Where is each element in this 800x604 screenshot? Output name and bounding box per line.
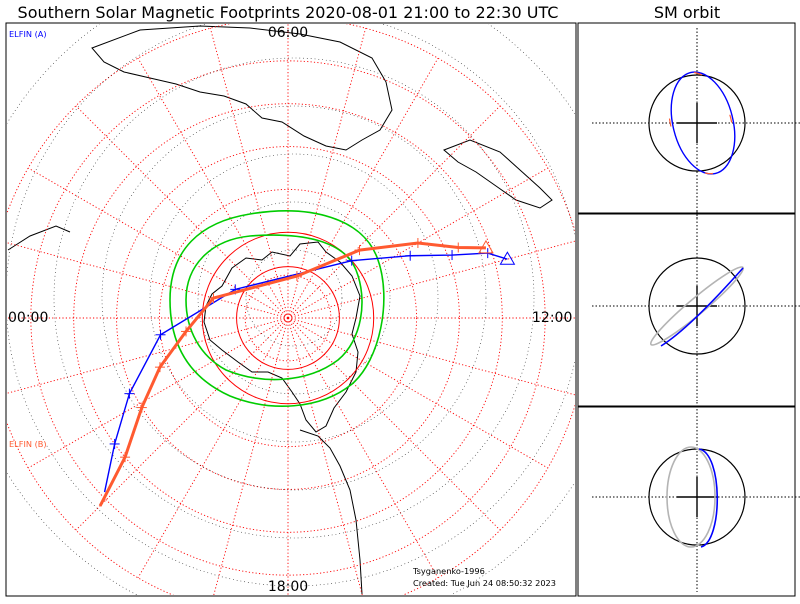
sm-lat-circle: [116, 146, 460, 490]
mlt-radial-line: [287, 317, 575, 396]
mlt-label-bottom: 18:00: [268, 579, 308, 595]
sm-lat-circle: [158, 188, 418, 448]
mlt-radial-line: [75, 105, 289, 319]
orbit-title: SM orbit: [654, 3, 720, 22]
mlt-radial-line: [287, 317, 363, 595]
orbit-panel-2: [592, 402, 800, 592]
island-outline: [7, 225, 71, 251]
elfin-a-tick-mark: [405, 250, 416, 261]
elfin-b-tick-mark: [120, 452, 131, 463]
earth-circle: [648, 74, 746, 172]
elfin-a-view-center-triangle: [499, 251, 516, 265]
elfin-a-orbit: [670, 71, 736, 175]
geo-lat-circle: [245, 249, 343, 347]
geo-lat-circle: [149, 153, 439, 443]
sm-latlon-grid: [7, 24, 575, 595]
created-timestamp: Created: Tue Jun 24 08:50:32 2023: [413, 578, 556, 588]
elfin-a-tick-mark: [447, 250, 458, 261]
orbit-panel-yz-frame: [577, 406, 796, 597]
new-zealand-outline: [443, 139, 553, 209]
elfin-b-view-center-triangle: [478, 239, 494, 254]
mlt-radial-line: [287, 317, 501, 531]
geo-lat-circle: [7, 24, 575, 587]
orbit-panel-xy-frame: [577, 213, 796, 407]
sm-lat-circle: [7, 24, 575, 595]
elfin-b-tick-mark: [354, 245, 365, 256]
elfin-a-orbit: [698, 448, 719, 548]
elfin-a-tick-mark: [155, 329, 166, 340]
mlt-radial-line: [75, 317, 289, 531]
elfin-b-info: ELFIN (B): [9, 439, 47, 449]
orbit-panel-1: [592, 211, 800, 401]
mlt-radial-line: [27, 317, 289, 469]
mlt-radial-line: [209, 28, 289, 319]
mlt-radial-line: [27, 167, 289, 319]
auroral-oval-outer: [169, 210, 385, 407]
australia-outline: [91, 25, 393, 151]
geo-lat-circle: [197, 201, 391, 395]
orbit-panel-0: [592, 28, 800, 218]
geo-lat-circle: [101, 105, 487, 491]
elfin-b-tick-mark: [208, 293, 219, 304]
plot-title: Southern Solar Magnetic Footprints 2020-…: [18, 3, 559, 22]
elfin-a-tick-mark: [346, 255, 357, 266]
south-america-outline: [299, 429, 363, 595]
elfin-b-tick-mark: [291, 271, 302, 282]
elfin-a-tick-mark: [109, 438, 120, 449]
orbit-panels: [592, 28, 800, 592]
elfin-b-name: ELFIN (B): [9, 439, 47, 449]
mlt-radial-line: [137, 57, 289, 319]
mlt-radial-line: [7, 317, 289, 394]
polar-plot: [7, 24, 575, 595]
mlt-radial-line: [287, 240, 575, 319]
mlt-label-left: 00:00: [8, 310, 48, 326]
elfin-a-track: [103, 252, 508, 493]
orbit-panel-xz-frame: [577, 22, 796, 214]
mlt-radial-line: [7, 242, 289, 319]
mlt-radial-line: [287, 105, 501, 319]
auroral-oval: [169, 210, 385, 407]
elfin-b-tick-mark: [154, 362, 165, 373]
mlt-radial-line: [287, 28, 367, 319]
auroral-oval-inner: [185, 234, 363, 381]
mlt-label-top: 06:00: [268, 25, 308, 41]
sm-lat-circle: [244, 274, 332, 362]
continent-outlines: [7, 25, 553, 595]
elfin-b-tick-mark: [453, 242, 464, 253]
mlt-radial-line: [137, 317, 289, 579]
earth-circle: [648, 257, 746, 355]
elfin-a-name: ELFIN (A): [9, 29, 47, 39]
sm-70deg-circle: [236, 266, 340, 370]
polar-plot-frame: [5, 22, 577, 597]
elfin-b-track: [98, 241, 486, 507]
sm-lat-circle: [30, 60, 546, 576]
footprint-tracks: [98, 238, 516, 507]
elfin-b-tick-mark: [136, 402, 147, 413]
elfin-a-tick-mark: [124, 388, 135, 399]
orbit-back: [666, 446, 716, 548]
elfin-a-orbit: [660, 267, 744, 347]
mlt-radial-line: [287, 57, 439, 319]
elfin-b-tick-mark: [412, 238, 423, 248]
elfin-b-tick-mark: [181, 326, 192, 337]
mlt-label-right: 12:00: [532, 310, 572, 326]
mlt-radial-line: [213, 317, 289, 595]
mlt-radial-line: [287, 317, 439, 579]
elfin-a-info: ELFIN (A): [9, 29, 47, 39]
mlt-radial-line: [287, 317, 549, 469]
model-credit: Tsyganenko-1996: [412, 566, 485, 576]
antarctica-outline: [203, 241, 361, 433]
geo-lat-circle: [53, 57, 535, 539]
